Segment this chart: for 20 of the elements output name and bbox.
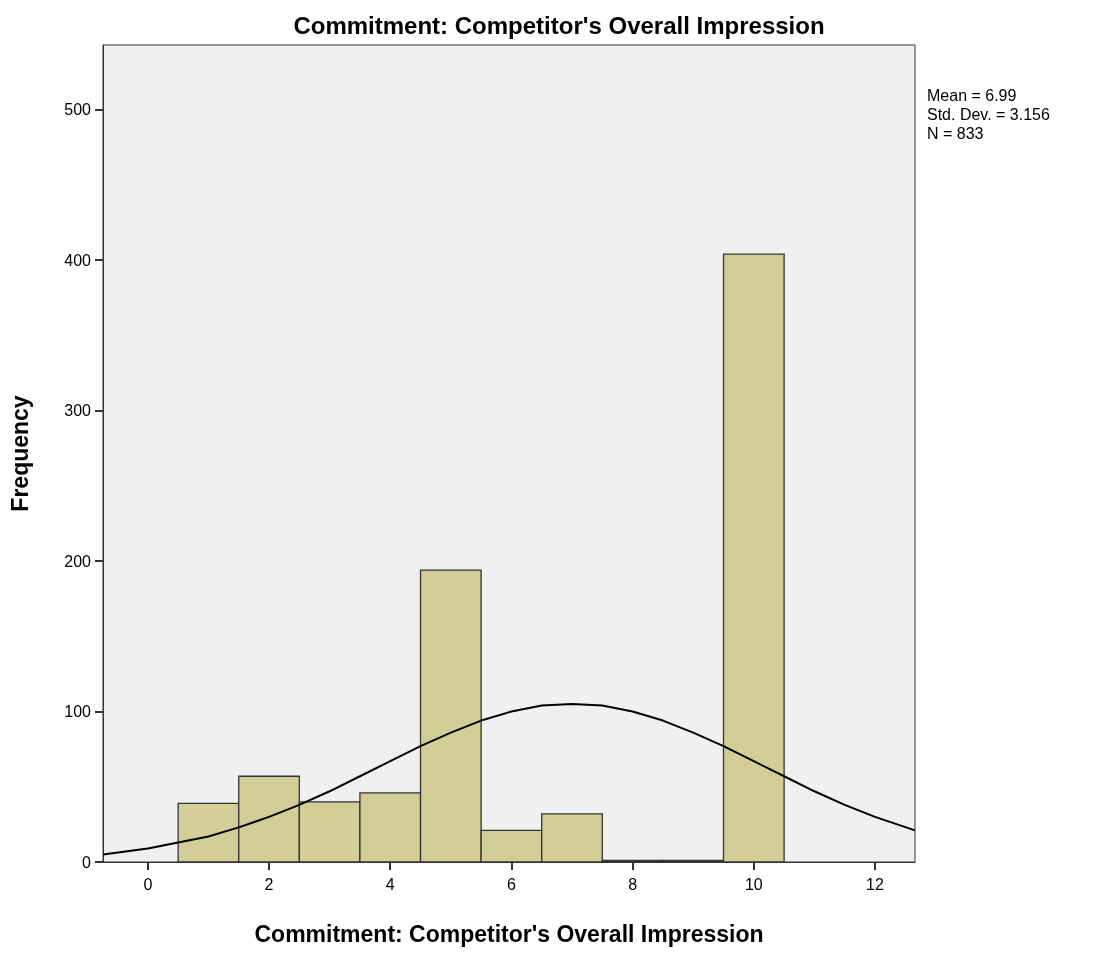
text: N = 833: [927, 124, 984, 142]
y-tick-label: 100: [64, 703, 92, 721]
line-series: [102, 703, 916, 856]
x-tick-label: 8: [628, 875, 638, 893]
y-tick-label: 300: [64, 402, 92, 420]
y-axis-title: Frequency: [6, 395, 33, 512]
x-tick-label: 2: [264, 875, 274, 893]
y-tick-label: 200: [64, 552, 92, 570]
x-tick-label: 0: [143, 875, 153, 893]
text: Std. Dev. = 3.156: [927, 105, 1050, 123]
y-tick-label: 0: [82, 853, 92, 871]
text: Mean = 6.99: [927, 86, 1017, 104]
x-tick-label: 6: [506, 875, 516, 893]
x-tick-label: 10: [744, 875, 763, 893]
x-tick-label: 4: [385, 875, 395, 893]
x-tick-label: 12: [866, 875, 885, 893]
chart-title: Commitment: Competitor's Overall Impression: [293, 11, 825, 39]
y-tick-label: 500: [64, 101, 92, 119]
x-axis-title: Commitment: Competitor's Overall Impression: [254, 920, 764, 947]
y-tick-label: 400: [64, 251, 92, 269]
